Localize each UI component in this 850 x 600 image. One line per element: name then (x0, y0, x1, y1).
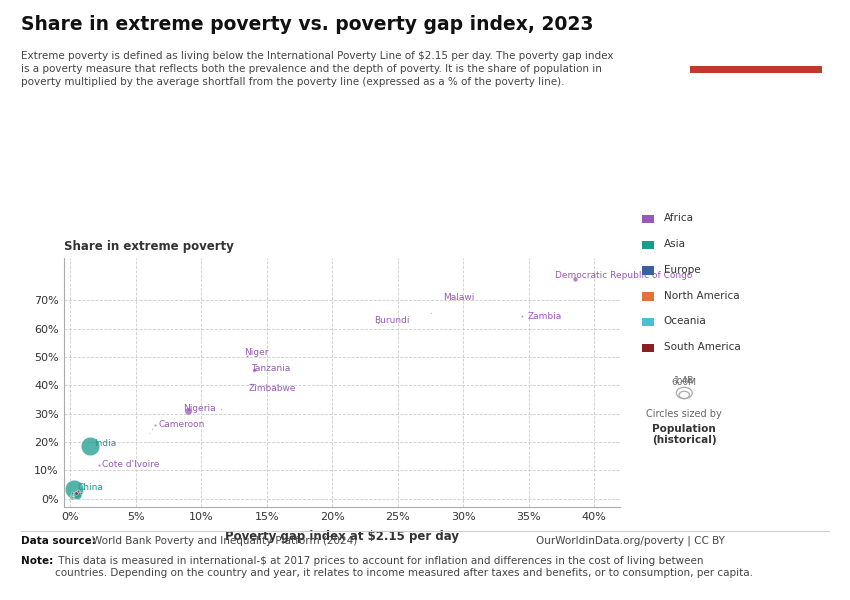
Point (241, 351, 254, 361)
Text: Population
(historical): Population (historical) (652, 424, 717, 445)
Point (67, 484, 81, 493)
Text: Tanzania: Tanzania (251, 364, 290, 373)
Text: Our World: Our World (722, 25, 790, 38)
Text: South America: South America (664, 342, 740, 352)
Text: 600M: 600M (672, 378, 697, 387)
Text: India: India (94, 439, 116, 448)
Point (244, 379, 258, 389)
Text: Democratic Republic of Congo: Democratic Republic of Congo (555, 271, 693, 280)
Text: 1:4B: 1:4B (674, 376, 694, 385)
Point (214, 404, 228, 414)
Text: Asia: Asia (664, 239, 686, 249)
Text: Nigeria: Nigeria (183, 404, 215, 413)
Text: Niger: Niger (244, 349, 269, 358)
Text: This data is measured in international-$ at 2017 prices to account for inflation: This data is measured in international-$… (55, 556, 753, 578)
Text: Africa: Africa (664, 213, 694, 223)
Text: OurWorldinData.org/poverty | CC BY: OurWorldinData.org/poverty | CC BY (536, 536, 724, 546)
Point (70, 490, 83, 500)
Point (65, 491, 79, 501)
Point (83, 442, 97, 451)
Point (74, 488, 88, 497)
Text: North America: North America (664, 290, 740, 301)
Point (568, 274, 581, 284)
Text: Note:: Note: (21, 556, 54, 566)
Text: Share in extreme poverty: Share in extreme poverty (64, 240, 234, 253)
Text: in Data: in Data (732, 44, 780, 58)
Text: Burundi: Burundi (374, 316, 410, 325)
Text: poverty multiplied by the average shortfall from the poverty line (expressed as : poverty multiplied by the average shortf… (21, 77, 564, 88)
Text: Malawi: Malawi (443, 293, 474, 302)
Text: Circles sized by: Circles sized by (646, 409, 722, 419)
Point (149, 420, 162, 430)
Point (181, 406, 195, 416)
X-axis label: Poverty gap index at $2.15 per day: Poverty gap index at $2.15 per day (225, 530, 459, 543)
Point (246, 365, 260, 374)
Point (65, 488, 79, 497)
Text: Europe: Europe (664, 265, 700, 275)
Text: Cote d'Ivoire: Cote d'Ivoire (102, 460, 159, 469)
Point (515, 311, 529, 321)
Point (444, 324, 457, 334)
Text: Oceania: Oceania (664, 316, 706, 326)
Point (65, 492, 79, 502)
Text: Extreme poverty is defined as living below the International Poverty Line of $2.: Extreme poverty is defined as living bel… (21, 51, 614, 61)
Point (65, 492, 78, 502)
Point (424, 308, 438, 318)
Point (450, 294, 463, 304)
Text: World Bank Poverty and Inequality Platform (2024): World Bank Poverty and Inequality Platfo… (92, 536, 357, 546)
Point (371, 318, 385, 328)
Text: Data source:: Data source: (21, 536, 96, 546)
Text: Cameroon: Cameroon (158, 421, 205, 430)
Text: Zambia: Zambia (528, 311, 562, 320)
Point (71, 487, 85, 496)
Bar (690, 66, 822, 73)
Point (93, 460, 106, 469)
Point (142, 428, 156, 438)
Point (69, 488, 82, 498)
Text: Share in extreme poverty vs. poverty gap index, 2023: Share in extreme poverty vs. poverty gap… (21, 15, 594, 34)
Text: Zimbabwe: Zimbabwe (248, 383, 296, 392)
Point (144, 424, 158, 434)
Text: is a poverty measure that reflects both the prevalence and the depth of poverty.: is a poverty measure that reflects both … (21, 64, 602, 74)
Text: China: China (77, 483, 103, 492)
